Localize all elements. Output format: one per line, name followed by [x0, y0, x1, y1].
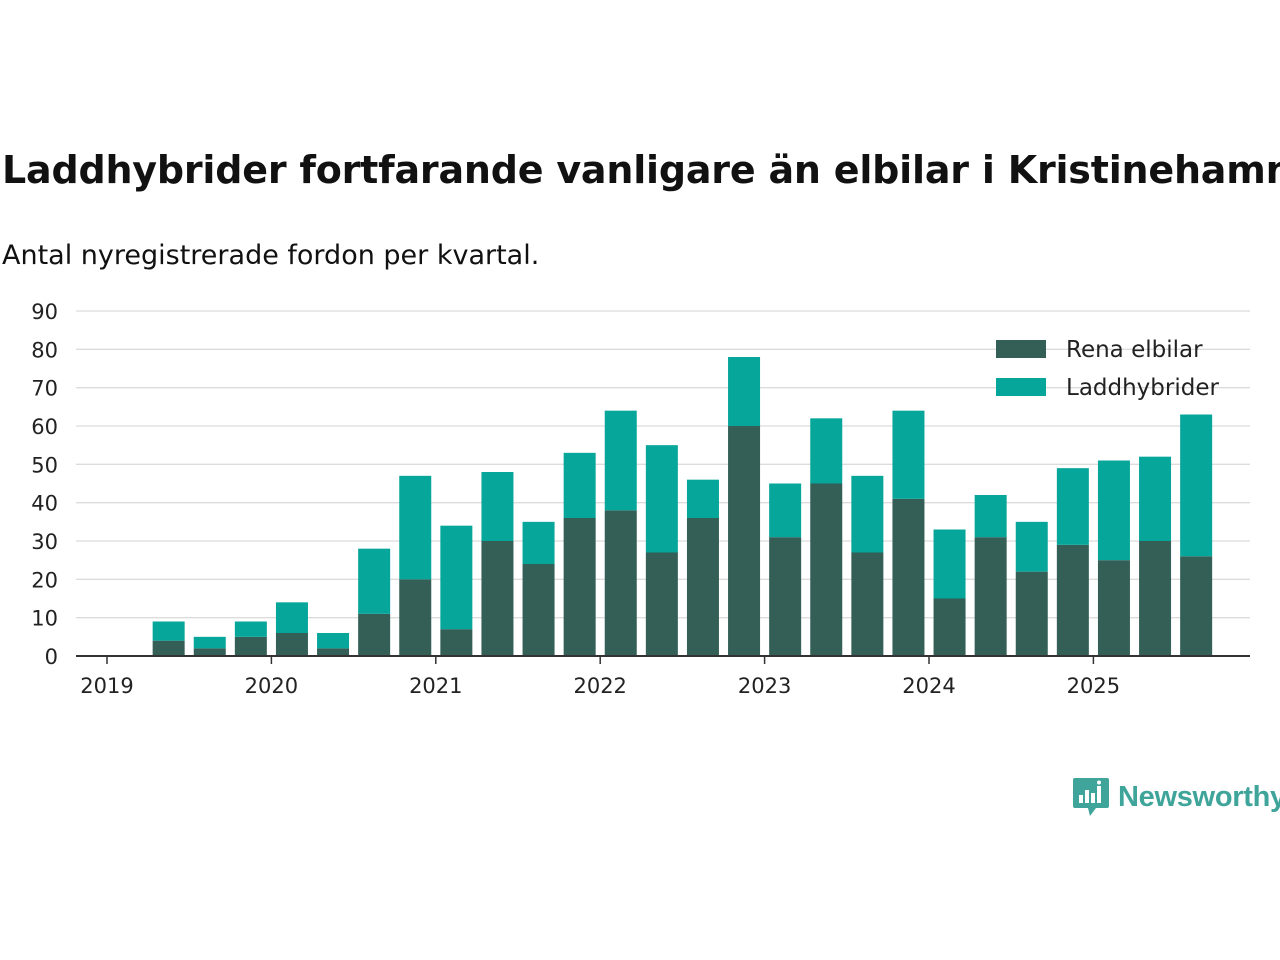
bar-rena-elbilar	[522, 564, 555, 656]
bar-rena-elbilar	[563, 518, 596, 656]
bar-rena-elbilar	[933, 598, 966, 656]
bar-laddhybrider	[234, 621, 267, 637]
x-tick-label: 2021	[409, 674, 462, 698]
bar-rena-elbilar	[234, 636, 267, 656]
bar-rena-elbilar	[892, 498, 925, 656]
newsworthy-logo-icon	[1073, 778, 1109, 816]
legend-swatch	[996, 340, 1046, 358]
bar-rena-elbilar	[1056, 544, 1089, 656]
bar-laddhybrider	[645, 445, 678, 553]
x-tick-label: 2025	[1067, 674, 1120, 698]
bar-rena-elbilar	[152, 640, 185, 656]
bar-laddhybrider	[1015, 521, 1048, 572]
bar-rena-elbilar	[481, 541, 514, 656]
bar-laddhybrider	[604, 410, 637, 511]
bar-laddhybrider	[317, 633, 350, 649]
bars	[152, 357, 1213, 656]
bar-laddhybrider	[440, 525, 473, 630]
y-tick-label: 50	[31, 453, 58, 477]
chart-subtitle: Antal nyregistrerade fordon per kvartal.	[2, 240, 540, 271]
x-tick-label: 2023	[738, 674, 791, 698]
bar-laddhybrider	[686, 479, 719, 518]
bar-rena-elbilar	[728, 426, 761, 656]
x-tick-label: 2020	[245, 674, 298, 698]
bar-laddhybrider	[481, 472, 514, 541]
bar-rena-elbilar	[193, 648, 226, 656]
legend-swatch	[996, 378, 1046, 396]
newsworthy-logo: Newsworthy	[1072, 776, 1280, 818]
x-tick-label: 2024	[902, 674, 955, 698]
x-tick-label: 2019	[80, 674, 133, 698]
bar-laddhybrider	[810, 418, 843, 484]
bar-rena-elbilar	[358, 613, 391, 656]
bar-laddhybrider	[193, 636, 226, 649]
bar-rena-elbilar	[1015, 571, 1048, 656]
y-tick-label: 60	[31, 415, 58, 439]
bar-rena-elbilar	[810, 483, 843, 656]
bar-rena-elbilar	[974, 537, 1007, 656]
bar-rena-elbilar	[440, 629, 473, 656]
axes: 0 10 20 30 40 50 60 70 80 90 2019 2020 2021 2022 2023 2…	[31, 300, 1250, 698]
y-tick-label: 70	[31, 377, 58, 401]
bar-laddhybrider	[399, 475, 432, 580]
bar-laddhybrider	[563, 452, 596, 518]
bar-laddhybrider	[769, 483, 802, 538]
bar-rena-elbilar	[604, 510, 637, 656]
bar-laddhybrider	[275, 602, 308, 633]
bar-rena-elbilar	[399, 579, 432, 656]
bar-laddhybrider	[933, 529, 966, 599]
bar-rena-elbilar	[645, 552, 678, 656]
y-tick-label: 40	[31, 492, 58, 516]
y-tick-label: 30	[31, 530, 58, 554]
legend: Rena elbilar Laddhybrider	[996, 337, 1219, 401]
bar-laddhybrider	[974, 495, 1007, 538]
bar-rena-elbilar	[275, 633, 308, 656]
x-tick-label: 2022	[573, 674, 626, 698]
legend-label: Laddhybrider	[1066, 375, 1219, 401]
bar-laddhybrider	[1139, 456, 1172, 541]
bar-rena-elbilar	[1180, 556, 1213, 656]
legend-label: Rena elbilar	[1066, 337, 1203, 363]
bar-laddhybrider	[1056, 468, 1089, 545]
bar-laddhybrider	[1097, 460, 1130, 561]
bar-laddhybrider	[728, 357, 761, 426]
y-tick-label: 20	[31, 568, 58, 592]
stacked-bar-chart: 0 10 20 30 40 50 60 70 80 90 2019 2020 2021 2022 2023 2…	[31, 300, 1250, 698]
bar-rena-elbilar	[1139, 541, 1172, 656]
bar-rena-elbilar	[769, 537, 802, 656]
bar-rena-elbilar	[317, 648, 350, 656]
y-tick-label: 80	[31, 338, 58, 362]
bar-laddhybrider	[152, 621, 185, 641]
y-tick-label: 90	[31, 300, 58, 324]
y-tick-label: 0	[45, 645, 58, 669]
y-tick-label: 10	[31, 607, 58, 631]
bar-rena-elbilar	[851, 552, 884, 656]
bar-laddhybrider	[1180, 414, 1213, 557]
bar-laddhybrider	[358, 548, 391, 614]
bar-rena-elbilar	[686, 518, 719, 656]
chart-title: Laddhybrider fortfarande vanligare än el…	[2, 148, 1280, 192]
bar-laddhybrider	[892, 410, 925, 499]
newsworthy-logo-text: Newsworthy	[1118, 780, 1280, 813]
bar-laddhybrider	[851, 475, 884, 553]
bar-rena-elbilar	[1097, 560, 1130, 656]
bar-laddhybrider	[522, 521, 555, 564]
